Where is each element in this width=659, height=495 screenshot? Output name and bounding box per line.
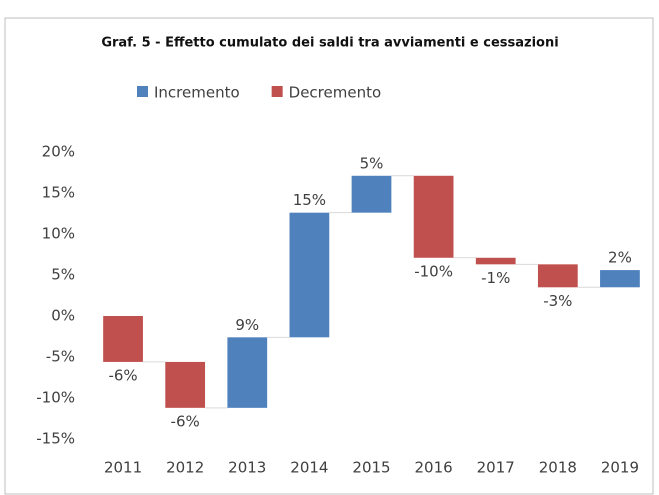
x-tick-label: 2014 (290, 459, 328, 477)
y-tick-label: -15% (36, 430, 75, 448)
x-tick-label: 2016 (415, 459, 453, 477)
x-tick-label: 2017 (477, 459, 515, 477)
bar (537, 264, 578, 288)
data-label: -6% (108, 366, 137, 384)
legend-swatch (271, 86, 283, 97)
bar (227, 337, 268, 408)
y-tick-label: 15% (42, 184, 75, 202)
data-label: -10% (414, 262, 453, 280)
bar (600, 270, 640, 288)
bar (289, 212, 330, 338)
legend-swatch (137, 86, 148, 97)
bar (165, 361, 206, 408)
data-label: 9% (235, 316, 259, 334)
x-tick-label: 2011 (104, 459, 142, 477)
x-tick-label: 2012 (166, 459, 204, 477)
legend-label: Decremento (289, 84, 382, 102)
data-label: 15% (293, 191, 326, 209)
x-tick-label: 2018 (539, 459, 577, 477)
chart-title: Graf. 5 - Effetto cumulato dei saldi tra… (101, 36, 558, 51)
data-label: -3% (543, 292, 572, 310)
data-label: -6% (171, 412, 200, 430)
bar (351, 175, 392, 213)
y-tick-label: -10% (36, 389, 75, 407)
x-tick-label: 2015 (352, 459, 390, 477)
bar (475, 257, 516, 265)
data-label: -1% (481, 269, 510, 287)
y-tick-label: 20% (42, 143, 75, 161)
y-tick-label: 10% (42, 225, 75, 243)
legend-label: Incremento (154, 84, 240, 102)
bar (103, 316, 143, 362)
data-label: 5% (360, 154, 384, 172)
x-tick-label: 2013 (228, 459, 266, 477)
data-label: 2% (608, 249, 632, 267)
y-tick-label: 5% (51, 266, 75, 284)
y-tick-label: -5% (46, 348, 75, 366)
y-tick-label: 0% (51, 307, 75, 325)
bar (413, 175, 454, 258)
x-tick-label: 2019 (601, 459, 639, 477)
